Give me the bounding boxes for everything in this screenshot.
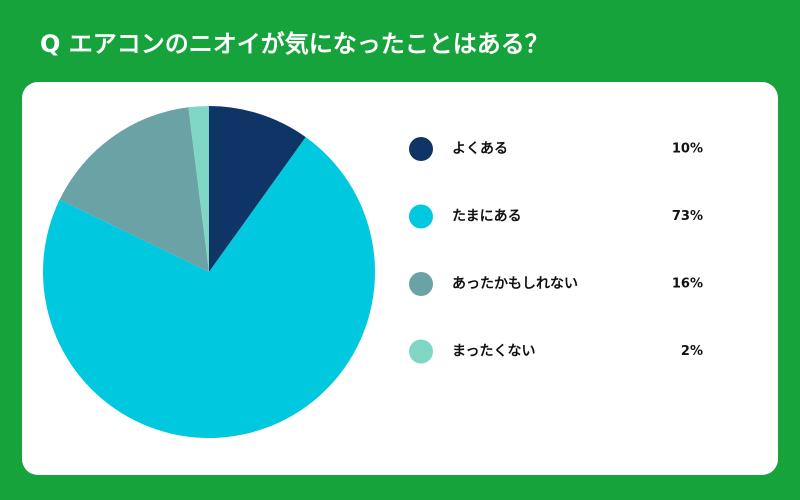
value-label: 10% (672, 142, 703, 157)
legend-label: たまにある (452, 209, 522, 225)
value-label: 16% (672, 277, 703, 292)
pie-slice (209, 106, 306, 272)
chart-title: Q エアコンのニオイが気になったことはある？ (40, 30, 549, 58)
legend-swatch (409, 137, 433, 161)
legend-label: あったかもしれない (452, 276, 578, 292)
legend-label: まったくない (452, 344, 535, 360)
pie-slice (59, 107, 209, 272)
legend-swatch (409, 339, 433, 364)
pie-slice (188, 106, 209, 272)
legend-swatch (409, 272, 433, 296)
legend-label: よくある (452, 141, 508, 157)
value-label: 73% (672, 209, 703, 224)
legend-swatch (409, 204, 433, 229)
pie-slice (43, 137, 375, 438)
value-label: 2% (681, 344, 703, 359)
